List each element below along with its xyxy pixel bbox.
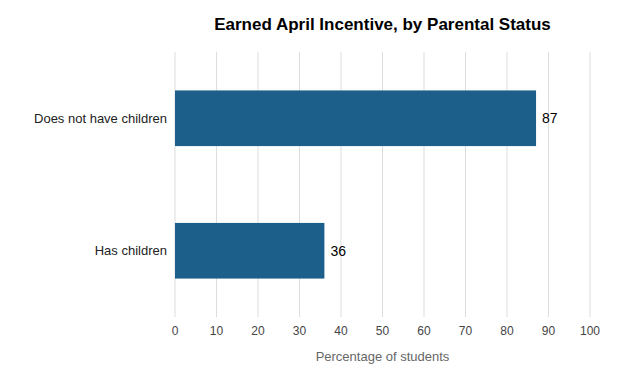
grid bbox=[175, 52, 590, 317]
data-labels: 36 87 bbox=[330, 110, 557, 259]
x-axis: 0 10 20 30 40 50 60 70 80 90 100 bbox=[172, 324, 601, 338]
chart-title: Earned April Incentive, by Parental Stat… bbox=[214, 15, 551, 34]
tick-label: 80 bbox=[500, 324, 514, 338]
tick-label: 0 bbox=[172, 324, 179, 338]
category-label: Has children bbox=[95, 243, 167, 258]
y-axis: Has children Does not have children bbox=[34, 111, 167, 259]
tick-label: 20 bbox=[251, 324, 265, 338]
grid-line bbox=[548, 52, 549, 317]
data-label: 36 bbox=[330, 243, 346, 259]
tick-label: 70 bbox=[459, 324, 473, 338]
bar bbox=[175, 90, 536, 146]
tick-label: 60 bbox=[417, 324, 431, 338]
tick-label: 30 bbox=[293, 324, 307, 338]
chart-svg: 0 10 20 30 40 50 60 70 80 90 100 36 87 Has children Do… bbox=[0, 0, 630, 379]
tick-label: 50 bbox=[376, 324, 390, 338]
chart-container: 0 10 20 30 40 50 60 70 80 90 100 36 87 Has children Do… bbox=[0, 0, 630, 379]
x-axis-label: Percentage of students bbox=[316, 349, 450, 364]
category-label: Does not have children bbox=[34, 111, 167, 126]
bar bbox=[175, 223, 324, 279]
background bbox=[0, 0, 630, 379]
tick-label: 90 bbox=[542, 324, 556, 338]
tick-label: 100 bbox=[580, 324, 600, 338]
tick-label: 10 bbox=[210, 324, 224, 338]
grid-line bbox=[590, 52, 591, 317]
data-label: 87 bbox=[542, 110, 558, 126]
tick-label: 40 bbox=[334, 324, 348, 338]
bars bbox=[175, 90, 536, 278]
